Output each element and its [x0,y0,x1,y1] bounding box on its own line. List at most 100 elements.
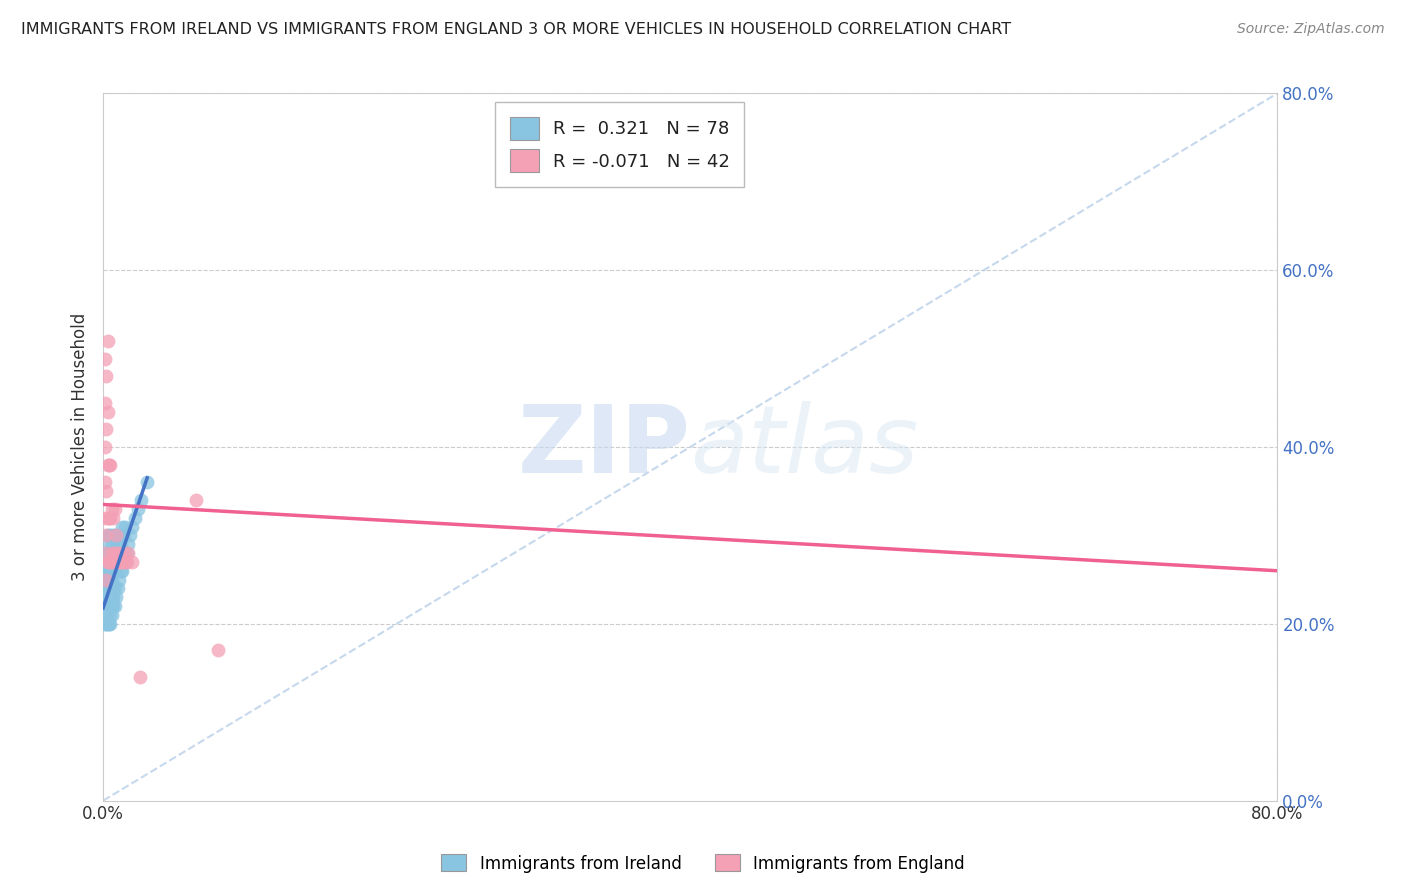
Point [111,564,134,578]
Point [110,537,132,551]
Point [93,396,115,410]
Legend: R =  0.321   N = 78, R = -0.071   N = 42: R = 0.321 N = 78, R = -0.071 N = 42 [495,103,744,186]
Point [96,616,118,631]
Point [98,458,121,472]
Point [114,555,136,569]
Point [101,501,124,516]
Point [100,555,122,569]
Point [128,670,150,684]
Point [104,546,127,560]
Point [117,546,139,560]
Point [111,519,134,533]
Point [98,616,121,631]
Point [96,546,118,560]
Point [94,573,117,587]
Point [107,555,129,569]
Point [114,519,136,533]
Point [101,591,124,605]
Point [127,501,149,516]
Point [100,458,122,472]
Point [93,546,115,560]
Point [93,510,115,524]
Point [103,582,125,596]
Point [100,582,122,596]
Point [105,564,128,578]
Point [96,404,118,418]
Point [129,493,152,508]
Point [98,599,121,614]
Point [93,599,115,614]
Point [207,643,229,657]
Point [94,616,117,631]
Point [96,510,118,524]
Point [111,555,134,569]
Y-axis label: 3 or more Vehicles in Household: 3 or more Vehicles in Household [72,313,89,581]
Text: IMMIGRANTS FROM IRELAND VS IMMIGRANTS FROM ENGLAND 3 OR MORE VEHICLES IN HOUSEHO: IMMIGRANTS FROM IRELAND VS IMMIGRANTS FR… [21,22,1011,37]
Point [94,564,117,578]
Point [115,546,138,560]
Point [104,582,127,596]
Point [107,528,129,542]
Point [103,528,125,542]
Point [100,616,122,631]
Point [184,493,207,508]
Point [107,582,129,596]
Point [96,599,118,614]
Point [110,564,132,578]
Point [98,573,121,587]
Point [107,546,129,560]
Point [118,528,141,542]
Point [104,501,127,516]
Point [121,555,143,569]
Point [111,546,134,560]
Point [96,528,118,542]
Point [93,351,115,366]
Point [94,422,117,436]
Point [98,564,121,578]
Point [101,607,124,622]
Point [96,564,118,578]
Point [108,573,131,587]
Point [93,440,115,454]
Point [101,555,124,569]
Point [94,369,117,384]
Point [101,546,124,560]
Point [101,599,124,614]
Point [100,528,122,542]
Point [110,555,132,569]
Point [101,537,124,551]
Point [103,599,125,614]
Point [98,510,121,524]
Point [96,334,118,348]
Point [121,519,143,533]
Point [93,582,115,596]
Point [94,555,117,569]
Point [103,510,125,524]
Point [103,591,125,605]
Point [100,599,122,614]
Point [108,546,131,560]
Point [100,510,122,524]
Point [98,555,121,569]
Point [104,546,127,560]
Point [98,555,121,569]
Point [112,546,135,560]
Point [100,607,122,622]
Point [100,555,122,569]
Point [136,475,159,490]
Point [105,591,128,605]
Point [94,546,117,560]
Point [96,458,118,472]
Point [94,582,117,596]
Point [117,537,139,551]
Legend: Immigrants from Ireland, Immigrants from England: Immigrants from Ireland, Immigrants from… [434,847,972,880]
Point [104,599,127,614]
Point [124,510,146,524]
Point [94,484,117,499]
Point [94,607,117,622]
Text: ZIP: ZIP [517,401,690,493]
Text: Source: ZipAtlas.com: Source: ZipAtlas.com [1237,22,1385,37]
Point [114,555,136,569]
Point [94,573,117,587]
Point [96,573,118,587]
